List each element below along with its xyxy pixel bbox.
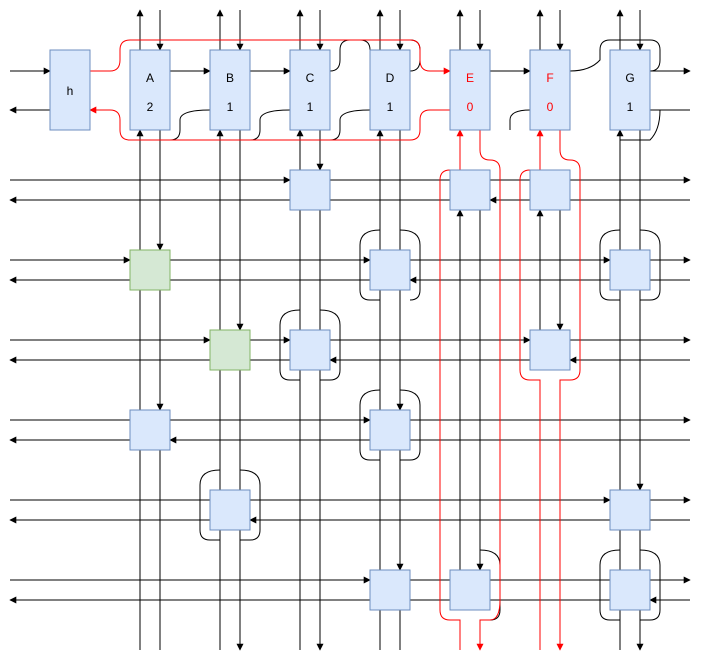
node-g-letter: G	[625, 71, 634, 85]
switch-r3-c	[289, 329, 331, 371]
node-d: D 1	[369, 49, 411, 131]
node-a-value: 2	[147, 100, 154, 114]
node-e-value: 0	[467, 100, 474, 114]
switch-r1-c	[289, 169, 331, 211]
node-b-letter: B	[226, 71, 234, 85]
node-e: E 0	[449, 49, 491, 131]
switch-r4-d	[369, 409, 411, 451]
node-d-letter: D	[386, 71, 395, 85]
switch-r5-g	[609, 489, 651, 531]
switch-r2-d	[369, 249, 411, 291]
node-g: G 1	[609, 49, 651, 131]
header-nodes: h A 2 B 1 C 1 D 1 E 0 F 0	[49, 49, 651, 131]
column-lines	[136, 9, 644, 651]
node-g-value: 1	[627, 100, 634, 114]
node-c-letter: C	[306, 71, 315, 85]
node-e-letter: E	[466, 71, 474, 85]
switch-r2-g	[609, 249, 651, 291]
node-a: A 2	[129, 49, 171, 131]
node-c-value: 1	[307, 100, 314, 114]
switch-r6-e	[449, 569, 491, 611]
node-a-letter: A	[146, 71, 154, 85]
node-b-value: 1	[227, 100, 234, 114]
node-c: C 1	[289, 49, 331, 131]
switch-r3-f	[529, 329, 571, 371]
switch-r4-a	[129, 409, 171, 451]
row-lines	[9, 67, 691, 604]
node-h: h	[49, 49, 91, 131]
switch-r6-g	[609, 569, 651, 611]
node-f-letter: F	[546, 71, 553, 85]
highlight-paths	[89, 39, 581, 651]
node-d-value: 1	[387, 100, 394, 114]
switch-boxes	[129, 169, 651, 611]
node-b: B 1	[209, 49, 251, 131]
switch-r1-f	[529, 169, 571, 211]
switch-r6-d	[369, 569, 411, 611]
node-f-value: 0	[547, 100, 554, 114]
switch-r5-b	[209, 489, 251, 531]
switch-r3-b	[209, 329, 251, 371]
node-h-letter: h	[67, 84, 74, 98]
switch-r2-a	[129, 249, 171, 291]
node-f: F 0	[529, 49, 571, 131]
switch-r1-e	[449, 169, 491, 211]
